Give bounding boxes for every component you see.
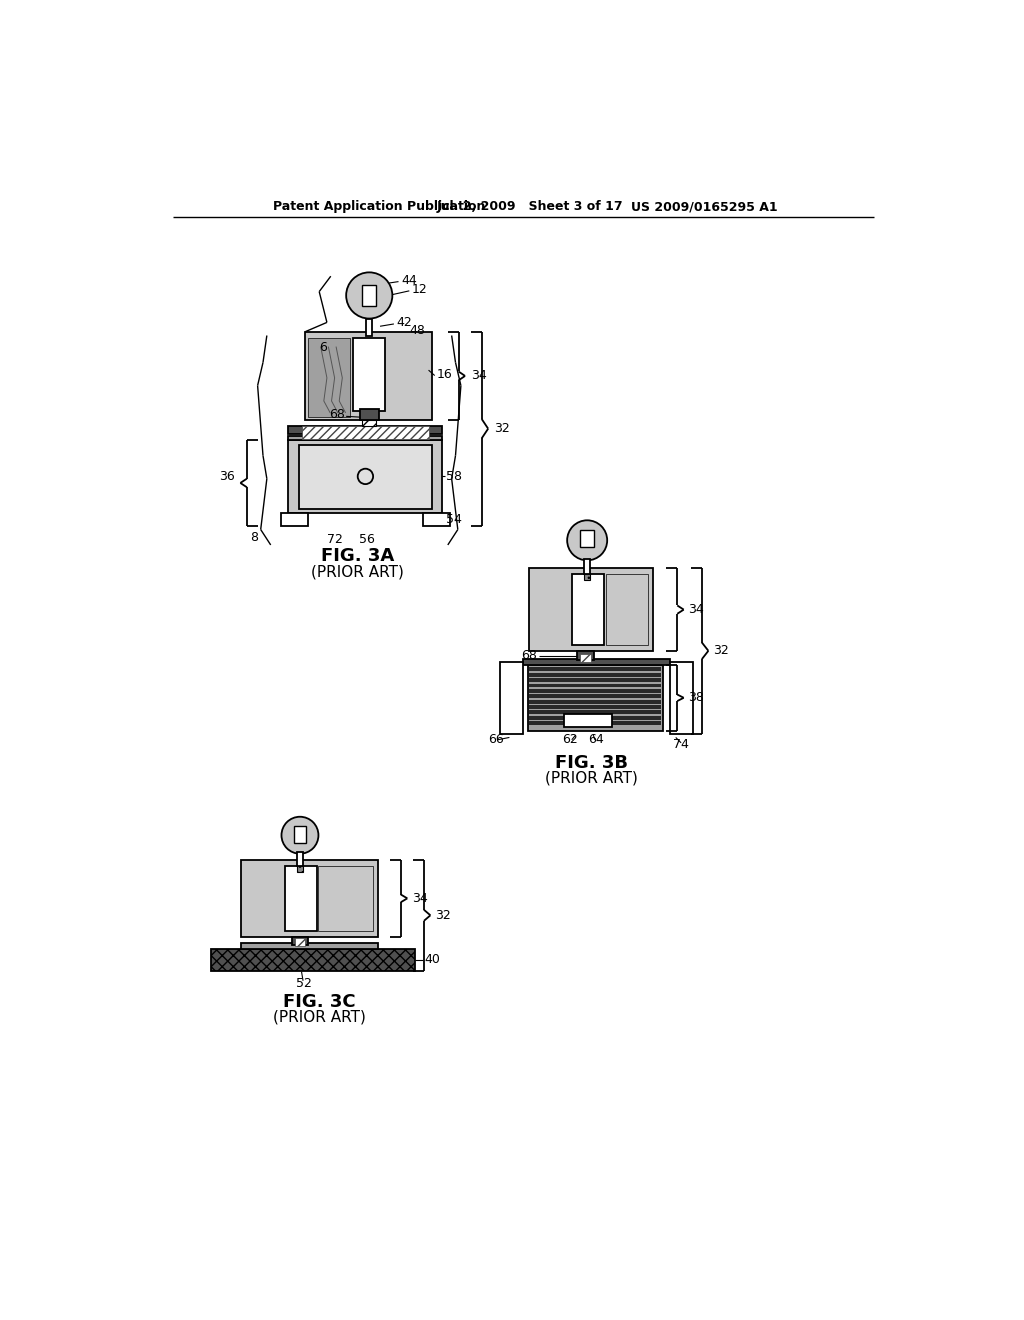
Text: 40: 40 [425, 953, 440, 966]
Text: Patent Application Publication: Patent Application Publication [273, 201, 485, 214]
Text: 64: 64 [589, 733, 604, 746]
Text: 54: 54 [446, 513, 462, 527]
Bar [578, 651, 594, 660]
Bar [584, 558, 590, 574]
Bar [529, 705, 662, 709]
Text: 68: 68 [329, 408, 345, 421]
Bar [584, 574, 590, 581]
Bar [529, 673, 662, 677]
Bar [529, 668, 662, 671]
Text: 42: 42 [396, 315, 412, 329]
Bar [292, 937, 307, 945]
Bar [289, 426, 442, 434]
Bar [529, 710, 662, 714]
Text: 62: 62 [562, 733, 579, 746]
Text: 56: 56 [359, 533, 375, 546]
Circle shape [346, 272, 392, 318]
Bar [529, 715, 662, 719]
Text: (PRIOR ART): (PRIOR ART) [311, 565, 404, 579]
Bar [529, 721, 662, 725]
Bar [241, 859, 378, 937]
Bar [670, 663, 692, 734]
Text: 6: 6 [319, 341, 327, 354]
Text: Jul. 2, 2009   Sheet 3 of 17: Jul. 2, 2009 Sheet 3 of 17 [437, 201, 624, 214]
Text: 34: 34 [412, 892, 427, 906]
Text: 38: 38 [688, 690, 703, 704]
Bar [571, 574, 604, 645]
Bar [529, 700, 662, 704]
Bar [500, 663, 523, 734]
Bar [423, 513, 451, 525]
Text: 32: 32 [494, 422, 510, 436]
Bar [523, 659, 670, 665]
Bar [529, 568, 652, 651]
Bar [529, 689, 662, 693]
Text: 8: 8 [250, 531, 258, 544]
Bar [285, 866, 316, 931]
Text: 12: 12 [412, 282, 427, 296]
Circle shape [282, 817, 318, 854]
Text: FIG. 3C: FIG. 3C [283, 993, 355, 1011]
Bar [605, 574, 648, 645]
Text: 44: 44 [401, 273, 418, 286]
Bar [529, 694, 662, 698]
Bar [297, 866, 303, 873]
Bar [362, 285, 376, 306]
Bar [289, 436, 442, 441]
Bar [529, 684, 662, 688]
Bar [297, 853, 303, 866]
Bar [529, 678, 662, 682]
Text: 72: 72 [327, 533, 343, 546]
Text: 48: 48 [410, 323, 425, 337]
Text: 16: 16 [436, 367, 452, 380]
Bar [299, 445, 432, 508]
Text: 36: 36 [219, 470, 234, 483]
Text: FIG. 3A: FIG. 3A [322, 548, 394, 565]
Bar [294, 826, 306, 843]
Bar [211, 949, 416, 970]
Bar [353, 338, 385, 411]
Bar [289, 441, 442, 513]
Bar [241, 942, 378, 949]
Circle shape [567, 520, 607, 561]
Text: 34: 34 [688, 603, 703, 616]
Bar [362, 420, 376, 426]
Text: (PRIOR ART): (PRIOR ART) [545, 771, 638, 785]
Text: 68: 68 [521, 649, 538, 663]
Bar [367, 318, 373, 335]
Text: 52: 52 [296, 977, 311, 990]
Text: FIG. 3B: FIG. 3B [555, 754, 628, 772]
Bar [308, 338, 350, 417]
Bar [281, 513, 307, 525]
Text: 32: 32 [713, 644, 728, 657]
Text: 32: 32 [435, 908, 451, 921]
Text: 74: 74 [673, 738, 689, 751]
Text: 66: 66 [488, 733, 504, 746]
Bar [528, 665, 663, 730]
Bar [295, 939, 305, 946]
Text: US 2009/0165295 A1: US 2009/0165295 A1 [631, 201, 777, 214]
Bar [305, 331, 432, 420]
Bar [581, 531, 594, 548]
Bar [360, 409, 379, 420]
Text: (PRIOR ART): (PRIOR ART) [272, 1010, 366, 1024]
Bar [581, 655, 591, 663]
Bar [318, 866, 373, 931]
Bar [302, 426, 429, 438]
Text: 58: 58 [446, 470, 462, 483]
Text: 34: 34 [471, 370, 486, 381]
Bar [564, 714, 611, 727]
